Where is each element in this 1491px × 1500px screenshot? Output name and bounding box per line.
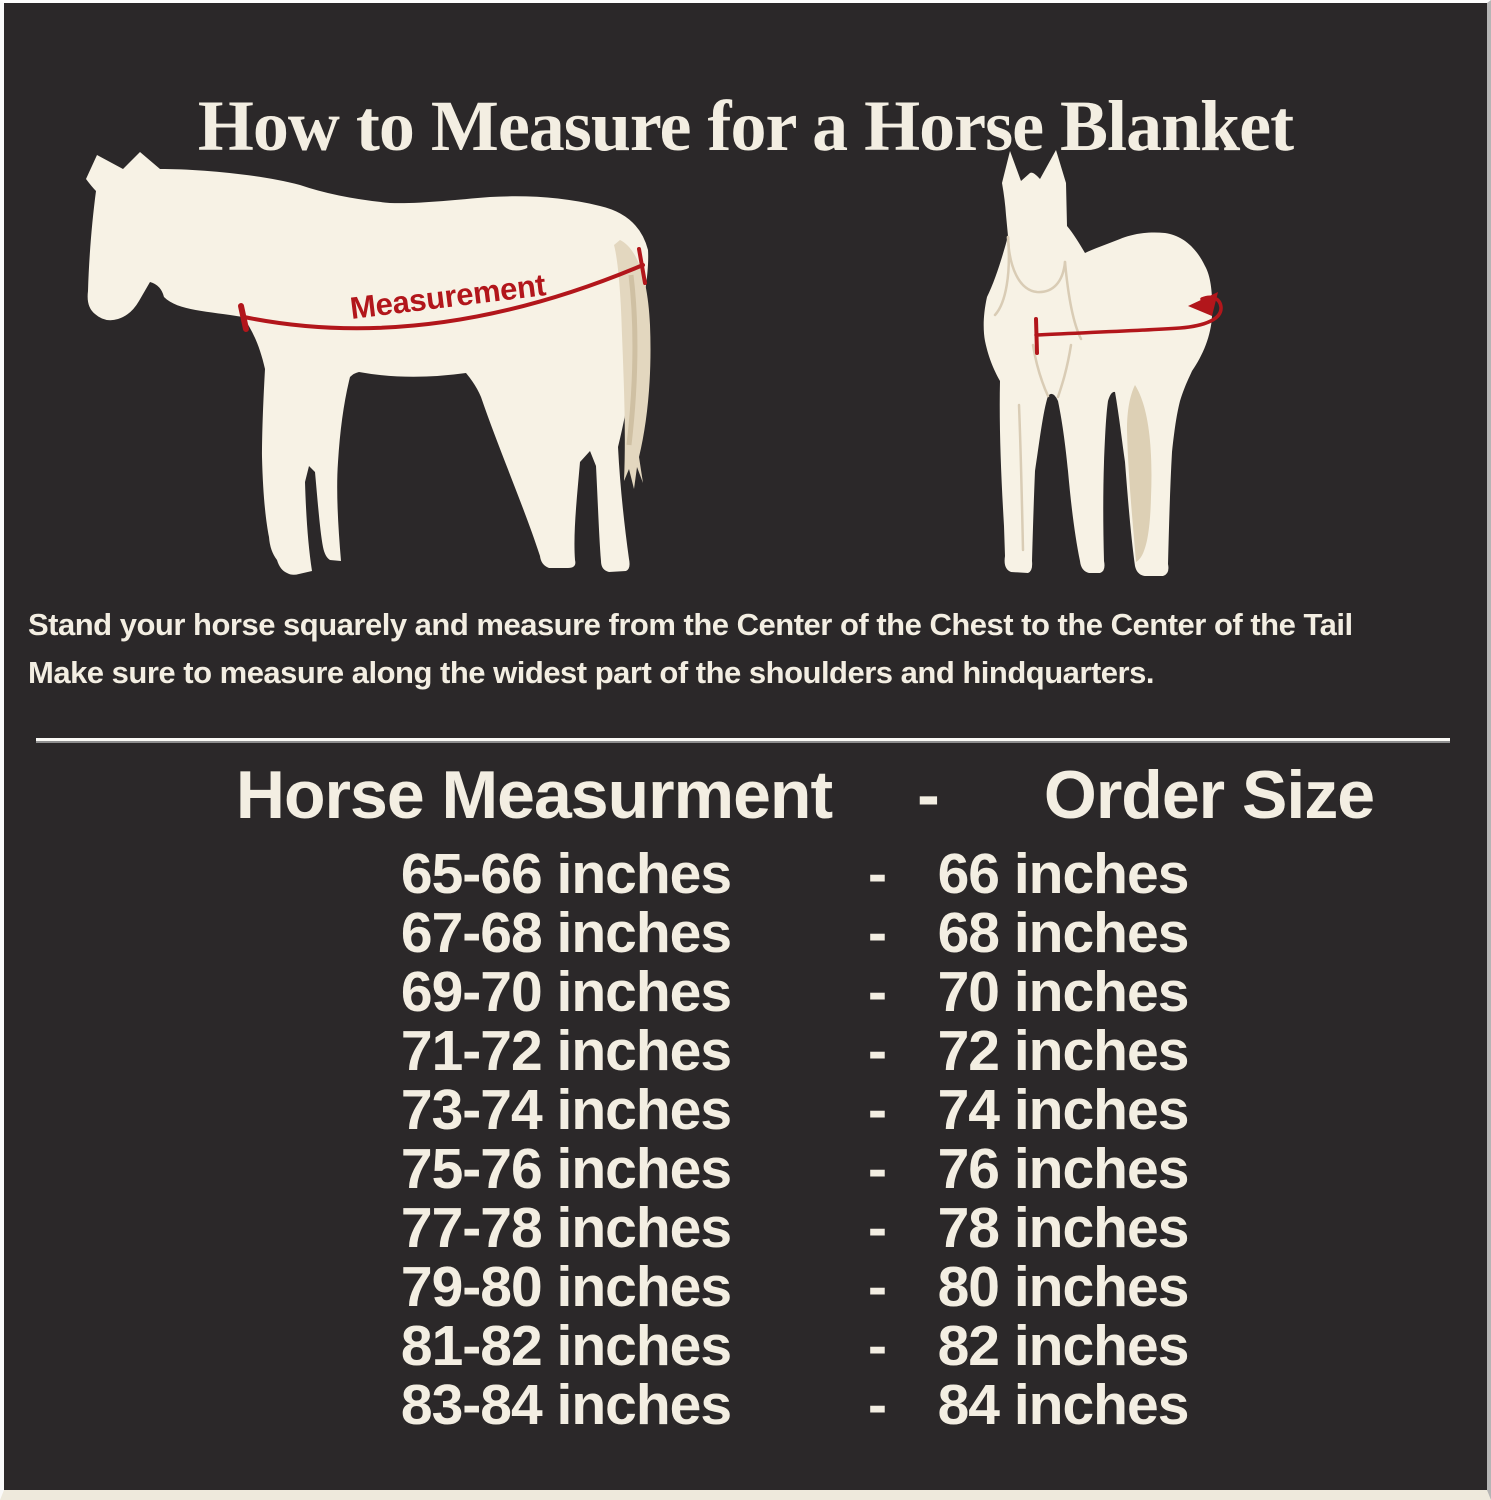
measurement-line-group [238, 247, 647, 332]
size-chart-rows: 65-66 inches - 66 inches 67-68 inches - … [4, 845, 1487, 1435]
row-separator: - [868, 1078, 887, 1142]
front-horse-contours [993, 235, 1083, 552]
header-horse-measurement: Horse Measurment [235, 757, 833, 833]
front-horse-tail [1127, 385, 1152, 562]
order-size-value: 84 inches [937, 1373, 1190, 1437]
front-horse-silhouette [983, 150, 1213, 576]
order-size-value: 68 inches [937, 901, 1190, 965]
row-separator: - [868, 960, 887, 1024]
girth-arrowhead [1188, 292, 1218, 316]
measurement-tick-chest [238, 303, 249, 332]
instruction-line-1: Stand your horse squarely and measure fr… [28, 607, 1353, 642]
order-size-value: 74 inches [937, 1078, 1190, 1142]
row-separator: - [868, 1137, 887, 1201]
size-row: 73-74 inches - 74 inches [4, 1081, 1487, 1140]
horse-measurement-value: 83-84 inches [400, 1373, 732, 1437]
side-horse-tail [614, 240, 651, 489]
row-separator: - [868, 901, 887, 965]
measurement-curve [242, 263, 645, 331]
horse-measurement-value: 71-72 inches [400, 1019, 732, 1083]
divider-line [36, 738, 1450, 743]
order-size-value: 78 inches [937, 1196, 1190, 1260]
horse-measurement-value: 65-66 inches [400, 842, 732, 906]
horse-measurement-value: 73-74 inches [400, 1078, 732, 1142]
size-row: 75-76 inches - 76 inches [4, 1140, 1487, 1199]
size-row: 83-84 inches - 84 inches [4, 1376, 1487, 1435]
size-chart: Horse Measurment - Order Size 65-66 inch… [4, 751, 1487, 1435]
row-separator: - [868, 1373, 887, 1437]
header-order-size: Order Size [1043, 757, 1375, 833]
size-chart-header: Horse Measurment - Order Size [4, 751, 1487, 839]
size-row: 79-80 inches - 80 inches [4, 1258, 1487, 1317]
measurement-tick-tail [637, 247, 647, 285]
side-horse-tail-shade [626, 274, 638, 446]
size-row: 65-66 inches - 66 inches [4, 845, 1487, 904]
size-row: 67-68 inches - 68 inches [4, 904, 1487, 963]
size-row: 69-70 inches - 70 inches [4, 963, 1487, 1022]
order-size-value: 82 inches [937, 1314, 1190, 1378]
measuring-instructions: Stand your horse squarely and measure fr… [28, 601, 1471, 697]
girth-arrow-group [1034, 292, 1223, 355]
order-size-value: 76 inches [937, 1137, 1190, 1201]
page-title: How to Measure for a Horse Blanket [197, 86, 1294, 167]
order-size-value: 70 inches [937, 960, 1190, 1024]
size-row: 77-78 inches - 78 inches [4, 1199, 1487, 1258]
size-row: 81-82 inches - 82 inches [4, 1317, 1487, 1376]
side-horse-silhouette [86, 152, 651, 575]
row-separator: - [868, 1255, 887, 1319]
row-separator: - [868, 1196, 887, 1260]
horse-measurement-value: 79-80 inches [400, 1255, 732, 1319]
girth-arrow-curve [1034, 295, 1223, 337]
horse-measurement-value: 75-76 inches [400, 1137, 732, 1201]
row-separator: - [868, 1314, 887, 1378]
horse-measurement-value: 77-78 inches [400, 1196, 732, 1260]
horse-measurement-value: 81-82 inches [400, 1314, 732, 1378]
row-separator: - [868, 1019, 887, 1083]
order-size-value: 66 inches [937, 842, 1190, 906]
size-row: 71-72 inches - 72 inches [4, 1022, 1487, 1081]
order-size-value: 80 inches [937, 1255, 1190, 1319]
horse-measurement-value: 69-70 inches [400, 960, 732, 1024]
order-size-value: 72 inches [937, 1019, 1190, 1083]
header-separator: - [917, 757, 940, 833]
front-horse-illustration [983, 150, 1223, 576]
row-separator: - [868, 842, 887, 906]
side-horse-illustration: Measurement [86, 152, 651, 575]
horse-measurement-value: 67-68 inches [400, 901, 732, 965]
instruction-line-2: Make sure to measure along the widest pa… [28, 655, 1154, 690]
